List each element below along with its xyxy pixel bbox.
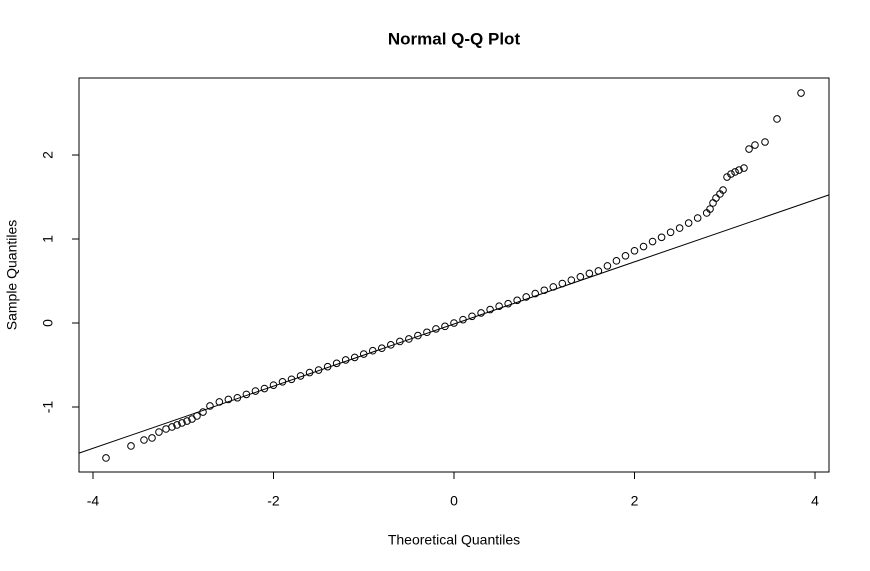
point: [224, 395, 233, 404]
point: [666, 228, 675, 237]
point: [684, 219, 693, 227]
point: [314, 366, 323, 374]
point: [612, 257, 621, 265]
point: [127, 442, 135, 450]
x-tick-label: -4: [87, 493, 100, 509]
point: [504, 299, 512, 308]
point: [540, 286, 549, 295]
y-tick-label: 2: [40, 151, 56, 159]
point: [712, 194, 720, 202]
x-tick-label: -2: [267, 493, 280, 509]
point: [740, 164, 748, 172]
point: [731, 168, 739, 176]
point: [797, 89, 805, 97]
point: [477, 309, 485, 317]
point: [486, 305, 494, 314]
y-tick-label: 0: [40, 319, 56, 327]
point: [206, 402, 214, 410]
x-tick-label: 0: [450, 493, 458, 509]
point: [531, 289, 540, 298]
x-tick-label: 4: [811, 493, 819, 509]
point: [657, 233, 666, 242]
point: [630, 246, 639, 255]
point: [648, 237, 657, 246]
point: [173, 421, 181, 429]
point: [675, 224, 684, 232]
point: [719, 186, 727, 194]
point: [522, 293, 531, 301]
point: [693, 214, 702, 222]
y-tick-label: 1: [40, 235, 56, 243]
point: [495, 302, 503, 311]
x-tick-label: 2: [631, 493, 639, 509]
chart-title: Normal Q-Q Plot: [388, 29, 521, 48]
point: [761, 138, 769, 146]
point: [773, 115, 781, 123]
point: [585, 269, 594, 278]
point: [751, 141, 759, 149]
y-tick-label: -1: [40, 401, 56, 414]
point: [168, 423, 176, 431]
point: [155, 428, 163, 436]
point: [621, 252, 630, 260]
reference-line: [78, 194, 830, 454]
x-axis-label: Theoretical Quantiles: [388, 532, 520, 548]
point: [178, 419, 186, 427]
point: [148, 434, 156, 442]
point: [735, 166, 743, 174]
point: [727, 170, 735, 178]
point: [102, 454, 110, 462]
point: [706, 205, 714, 213]
point: [183, 417, 191, 425]
point: [405, 335, 413, 343]
point: [140, 436, 148, 444]
point: [603, 262, 612, 270]
point: [639, 242, 648, 251]
y-axis-label: Sample Quantiles: [4, 220, 20, 331]
point: [513, 296, 521, 305]
point: [745, 145, 753, 153]
